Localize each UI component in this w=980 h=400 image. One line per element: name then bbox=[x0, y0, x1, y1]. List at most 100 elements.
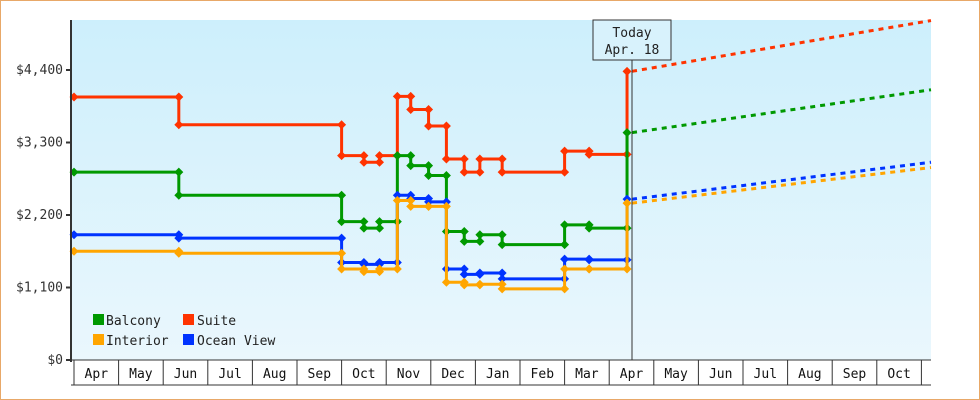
data-point-marker[interactable] bbox=[497, 230, 507, 240]
data-point-marker[interactable] bbox=[475, 268, 485, 278]
data-point-marker[interactable] bbox=[424, 201, 434, 211]
data-point-marker[interactable] bbox=[375, 257, 385, 267]
data-point-marker[interactable] bbox=[424, 121, 434, 131]
data-point-marker[interactable] bbox=[459, 226, 469, 236]
data-point-marker[interactable] bbox=[392, 196, 402, 205]
data-point-marker[interactable] bbox=[406, 161, 416, 171]
data-point-marker[interactable] bbox=[337, 120, 347, 130]
data-point-marker[interactable] bbox=[424, 197, 434, 207]
data-point-marker[interactable] bbox=[337, 264, 347, 274]
data-point-marker[interactable] bbox=[424, 105, 434, 115]
data-point-marker[interactable] bbox=[497, 274, 507, 284]
data-point-marker[interactable] bbox=[497, 154, 507, 164]
data-point-marker[interactable] bbox=[174, 167, 184, 177]
data-point-marker[interactable] bbox=[475, 236, 485, 246]
data-point-marker[interactable] bbox=[174, 248, 184, 258]
data-point-marker[interactable] bbox=[359, 259, 369, 269]
data-point-marker[interactable] bbox=[441, 170, 451, 180]
data-point-marker[interactable] bbox=[375, 264, 385, 274]
data-point-marker[interactable] bbox=[375, 151, 385, 161]
data-point-marker[interactable] bbox=[459, 264, 469, 274]
data-point-marker[interactable] bbox=[359, 267, 369, 277]
data-point-marker[interactable] bbox=[497, 279, 507, 289]
series-suite bbox=[69, 19, 932, 177]
data-point-marker[interactable] bbox=[441, 197, 451, 207]
data-point-marker[interactable] bbox=[622, 198, 632, 208]
data-point-marker[interactable] bbox=[497, 284, 507, 294]
data-point-marker[interactable] bbox=[459, 236, 469, 246]
data-point-marker[interactable] bbox=[475, 154, 485, 164]
data-point-marker[interactable] bbox=[375, 217, 385, 227]
data-point-marker[interactable] bbox=[359, 223, 369, 233]
series-interior bbox=[69, 166, 932, 294]
data-point-marker[interactable] bbox=[459, 167, 469, 177]
data-point-marker[interactable] bbox=[459, 280, 469, 290]
month-label: Oct bbox=[352, 367, 375, 382]
data-point-marker[interactable] bbox=[392, 190, 402, 200]
y-axis: $0 $1,100 $2,200 $3,300 $4,400 bbox=[16, 20, 72, 368]
data-point-marker[interactable] bbox=[584, 264, 594, 274]
data-point-marker[interactable] bbox=[337, 151, 347, 161]
data-point-marker[interactable] bbox=[560, 167, 570, 177]
data-point-marker[interactable] bbox=[475, 279, 485, 289]
data-point-marker[interactable] bbox=[375, 157, 385, 167]
month-label: Mar bbox=[575, 367, 599, 382]
data-point-marker[interactable] bbox=[359, 151, 369, 161]
data-point-marker[interactable] bbox=[406, 91, 416, 101]
data-point-marker[interactable] bbox=[337, 217, 347, 227]
data-point-marker[interactable] bbox=[174, 190, 184, 200]
data-point-marker[interactable] bbox=[441, 277, 451, 287]
data-point-marker[interactable] bbox=[584, 149, 594, 159]
data-point-marker[interactable] bbox=[622, 128, 632, 138]
data-point-marker[interactable] bbox=[441, 121, 451, 131]
data-point-marker[interactable] bbox=[392, 91, 402, 101]
data-point-marker[interactable] bbox=[560, 254, 570, 264]
data-point-marker[interactable] bbox=[174, 92, 184, 102]
data-point-marker[interactable] bbox=[174, 233, 184, 243]
legend-label-interior: Interior bbox=[106, 334, 169, 349]
data-point-marker[interactable] bbox=[359, 217, 369, 227]
data-point-marker[interactable] bbox=[406, 201, 416, 211]
legend-label-ocean-view: Ocean View bbox=[197, 334, 275, 349]
data-point-marker[interactable] bbox=[560, 264, 570, 274]
forecast-line bbox=[631, 19, 932, 73]
data-point-marker[interactable] bbox=[560, 240, 570, 250]
data-point-marker[interactable] bbox=[359, 157, 369, 167]
month-label: Aug bbox=[263, 367, 286, 382]
data-point-marker[interactable] bbox=[560, 284, 570, 294]
data-point-marker[interactable] bbox=[337, 190, 347, 200]
data-point-marker[interactable] bbox=[622, 66, 632, 76]
data-point-marker[interactable] bbox=[622, 264, 632, 274]
data-point-marker[interactable] bbox=[497, 268, 507, 278]
data-point-marker[interactable] bbox=[584, 223, 594, 233]
data-point-marker[interactable] bbox=[424, 161, 434, 171]
month-label: Jun bbox=[174, 367, 197, 382]
data-point-marker[interactable] bbox=[497, 167, 507, 177]
data-point-marker[interactable] bbox=[560, 220, 570, 230]
data-point-marker[interactable] bbox=[174, 120, 184, 130]
data-point-marker[interactable] bbox=[337, 248, 347, 258]
data-point-marker[interactable] bbox=[459, 154, 469, 164]
data-point-marker[interactable] bbox=[392, 264, 402, 274]
month-label: Jul bbox=[218, 367, 241, 382]
x-axis-months: Apr May Jun Jul Aug Sep Oct Nov Dec Jan Feb Mar Apr M… bbox=[71, 359, 931, 386]
data-point-marker[interactable] bbox=[584, 255, 594, 265]
data-point-marker[interactable] bbox=[392, 151, 402, 161]
data-point-marker[interactable] bbox=[424, 170, 434, 180]
legend-swatch-balcony bbox=[93, 314, 104, 325]
data-point-marker[interactable] bbox=[560, 146, 570, 156]
data-point-marker[interactable] bbox=[459, 269, 469, 279]
legend-swatch-suite bbox=[183, 314, 194, 325]
data-point-marker[interactable] bbox=[475, 230, 485, 240]
data-point-marker[interactable] bbox=[406, 105, 416, 115]
data-point-marker[interactable] bbox=[337, 233, 347, 243]
data-point-marker[interactable] bbox=[441, 201, 451, 211]
month-label: Sep bbox=[308, 367, 332, 382]
data-point-marker[interactable] bbox=[406, 151, 416, 161]
data-point-marker[interactable] bbox=[441, 154, 451, 164]
data-point-marker[interactable] bbox=[475, 167, 485, 177]
data-point-marker[interactable] bbox=[375, 223, 385, 233]
data-point-marker[interactable] bbox=[497, 240, 507, 250]
data-point-marker[interactable] bbox=[406, 196, 416, 205]
month-label: Oct bbox=[887, 367, 910, 382]
